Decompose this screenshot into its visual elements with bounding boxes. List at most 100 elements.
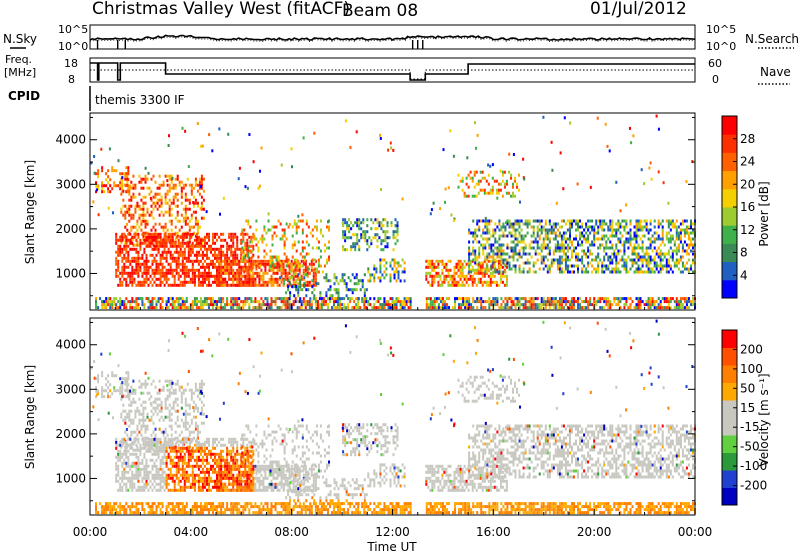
power-cell bbox=[304, 303, 307, 307]
power-cell bbox=[115, 262, 118, 266]
power-cell bbox=[476, 219, 479, 223]
power-cell bbox=[171, 259, 174, 263]
power-cell bbox=[577, 303, 580, 307]
power-cell bbox=[174, 225, 177, 229]
power-cell bbox=[244, 259, 247, 263]
power-cell bbox=[173, 277, 176, 281]
power-cell bbox=[241, 228, 244, 232]
power-cell bbox=[279, 276, 282, 280]
power-cell bbox=[506, 252, 509, 256]
power-cell bbox=[129, 271, 132, 275]
velocity-cell bbox=[152, 406, 155, 410]
power-cell bbox=[367, 270, 370, 274]
power-cell bbox=[189, 235, 192, 239]
power-cell bbox=[581, 258, 584, 262]
power-cell bbox=[147, 271, 150, 275]
power-cell bbox=[101, 187, 104, 191]
power-cell bbox=[308, 280, 311, 284]
power-cell bbox=[119, 303, 122, 307]
power-cell bbox=[286, 306, 289, 310]
power-cell bbox=[397, 297, 400, 301]
velocity-cell bbox=[194, 385, 197, 389]
power-cell bbox=[214, 265, 217, 269]
power-cell bbox=[234, 283, 237, 287]
power-cell bbox=[180, 195, 183, 199]
velocity-cell bbox=[166, 433, 169, 437]
power-cell bbox=[326, 246, 329, 250]
power-cell bbox=[203, 280, 206, 284]
power-cell bbox=[264, 268, 267, 272]
power-cell bbox=[137, 274, 140, 278]
power-cell bbox=[337, 303, 340, 307]
power-cell bbox=[125, 265, 128, 269]
power-cell bbox=[536, 297, 539, 301]
power-cell bbox=[591, 243, 594, 247]
power-cell bbox=[276, 277, 279, 281]
power-cell bbox=[481, 265, 484, 269]
power-cell bbox=[617, 249, 620, 253]
velocity-cell bbox=[115, 443, 118, 447]
power-cell bbox=[230, 262, 233, 266]
power-cell bbox=[240, 247, 243, 251]
velocity-cell bbox=[168, 388, 171, 392]
power-cell bbox=[101, 303, 104, 307]
power-cell bbox=[95, 306, 98, 310]
power-cell bbox=[483, 191, 486, 195]
power-cell bbox=[300, 300, 303, 304]
power-cell bbox=[165, 238, 168, 242]
velocity-cell bbox=[115, 440, 118, 444]
power-cell bbox=[155, 262, 158, 266]
power-cell bbox=[187, 253, 190, 257]
power-cell bbox=[282, 303, 285, 307]
power-cell bbox=[298, 300, 301, 304]
power-cell bbox=[240, 274, 243, 278]
power-cell bbox=[250, 244, 253, 248]
power-cell bbox=[133, 247, 136, 251]
power-cell bbox=[325, 294, 328, 298]
power-cell bbox=[140, 222, 143, 226]
power-cell bbox=[384, 218, 387, 222]
power-cell bbox=[167, 277, 170, 281]
velocity-cell bbox=[200, 421, 203, 425]
velocity-cell bbox=[111, 374, 114, 378]
power-cell bbox=[554, 249, 557, 253]
power-cell bbox=[487, 280, 490, 284]
power-cell bbox=[151, 238, 154, 242]
power-cell bbox=[641, 246, 644, 250]
power-cell bbox=[337, 300, 340, 304]
power-cell bbox=[183, 265, 186, 269]
power-cell bbox=[244, 277, 247, 281]
power-cell bbox=[218, 283, 221, 287]
power-cell bbox=[128, 219, 131, 223]
power-cell bbox=[147, 265, 150, 269]
power-cell bbox=[240, 268, 243, 272]
power-cell bbox=[148, 213, 151, 217]
power-cell bbox=[493, 179, 496, 183]
power-cell bbox=[522, 267, 525, 271]
power-cell bbox=[629, 240, 632, 244]
power-cell bbox=[92, 200, 95, 204]
power-cell bbox=[560, 261, 563, 265]
power-cell bbox=[690, 300, 693, 304]
power-cell bbox=[633, 261, 636, 265]
power-cell bbox=[615, 234, 618, 238]
power-cell bbox=[261, 240, 264, 244]
power-cell bbox=[131, 306, 134, 310]
power-cell bbox=[665, 219, 668, 223]
power-cell bbox=[645, 228, 648, 232]
power-cell bbox=[257, 240, 260, 244]
velocity-cell bbox=[107, 395, 110, 399]
power-cell bbox=[377, 276, 380, 280]
power-cell bbox=[484, 306, 487, 310]
power-cell bbox=[643, 182, 646, 186]
power-cell bbox=[214, 250, 217, 254]
power-cell bbox=[603, 237, 606, 241]
velocity-cell bbox=[142, 400, 145, 404]
power-cell bbox=[474, 121, 477, 125]
power-cell bbox=[141, 274, 144, 278]
power-cell bbox=[311, 279, 314, 283]
power-cell bbox=[168, 219, 171, 223]
power-cell bbox=[115, 297, 118, 301]
power-cell bbox=[552, 258, 555, 262]
power-cell bbox=[312, 297, 315, 301]
